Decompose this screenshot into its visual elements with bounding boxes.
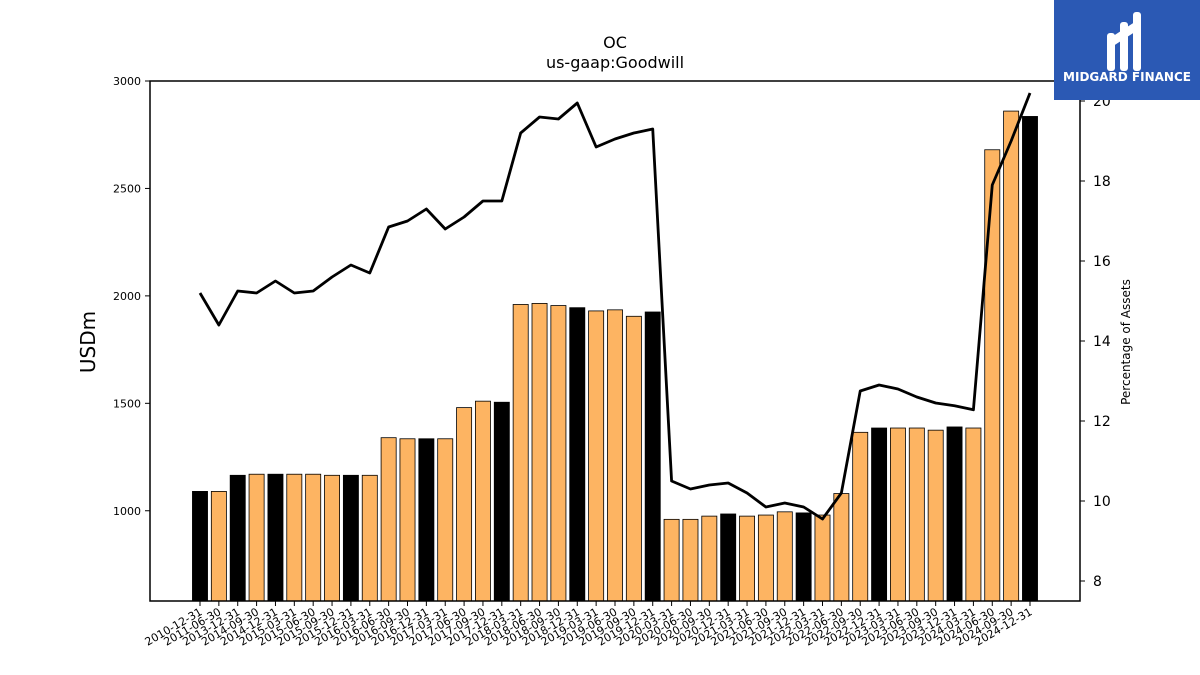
bar: [833, 493, 850, 602]
y2-tick-label: 12: [1093, 414, 1111, 430]
bar: [701, 515, 718, 602]
bar: [550, 305, 567, 602]
brand-logo-mark: MIDGARD FINANCE: [1054, 0, 1200, 100]
bar: [569, 307, 586, 602]
percentage-of-assets-line: [198, 92, 1032, 521]
bar: [776, 511, 793, 602]
bar: [229, 474, 246, 602]
bar: [342, 474, 359, 602]
bar: [607, 309, 623, 602]
bar: [588, 310, 605, 602]
y-tick-label: 1500: [113, 397, 141, 410]
brand-logo-text: MIDGARD FINANCE: [1063, 70, 1191, 84]
bar: [399, 438, 416, 602]
bar: [512, 304, 529, 602]
bar: [456, 407, 473, 602]
bar: [965, 427, 982, 602]
y2-tick-label: 18: [1093, 174, 1111, 190]
y-tick-label: 2500: [113, 182, 141, 195]
bar: [814, 514, 831, 602]
y-axis-label: USDm: [76, 311, 100, 373]
bar: [361, 474, 378, 602]
y2-axis-label: Percentage of Assets: [1119, 279, 1133, 405]
bar: [946, 426, 963, 602]
bar: [795, 512, 812, 602]
bar: [493, 401, 510, 602]
axes-layer: 1000150020002500300081012141618202010-12…: [113, 75, 1111, 649]
bar: [192, 491, 208, 602]
bar: [871, 427, 888, 602]
brand-logo: MIDGARD FINANCE: [1054, 0, 1200, 100]
bar: [890, 427, 906, 602]
bar: [324, 474, 340, 602]
bar: [267, 473, 284, 602]
bar: [739, 515, 755, 602]
bar: [418, 438, 435, 602]
y2-tick-label: 10: [1093, 494, 1111, 510]
bar: [380, 437, 397, 602]
bar: [682, 518, 699, 602]
bar: [1003, 110, 1020, 602]
bar: [625, 315, 642, 602]
chart-subtitle: us-gaap:Goodwill: [546, 53, 684, 72]
brand-logo-icon: [1107, 12, 1141, 71]
bar: [248, 473, 265, 602]
bar: [286, 473, 303, 602]
y2-tick-label: 14: [1093, 334, 1111, 350]
y-tick-label: 3000: [113, 75, 141, 88]
bar: [663, 518, 680, 602]
bars-layer: [192, 110, 1038, 602]
bar: [644, 311, 661, 602]
bar: [984, 149, 1001, 602]
y2-tick-label: 16: [1093, 254, 1111, 270]
bar: [908, 427, 925, 602]
bar: [210, 491, 227, 602]
bar: [757, 514, 774, 602]
y-tick-label: 2000: [113, 290, 141, 303]
y-tick-label: 1000: [113, 505, 141, 518]
y2-tick-label: 8: [1093, 574, 1102, 590]
bar: [1022, 116, 1038, 602]
bar: [720, 513, 737, 602]
chart-title: OC: [603, 33, 627, 52]
bar: [437, 438, 454, 602]
bar: [852, 431, 869, 602]
bar: [927, 429, 944, 602]
line-layer: [198, 92, 1032, 521]
bar: [531, 302, 548, 602]
bar: [305, 473, 322, 602]
bar: [475, 400, 491, 602]
